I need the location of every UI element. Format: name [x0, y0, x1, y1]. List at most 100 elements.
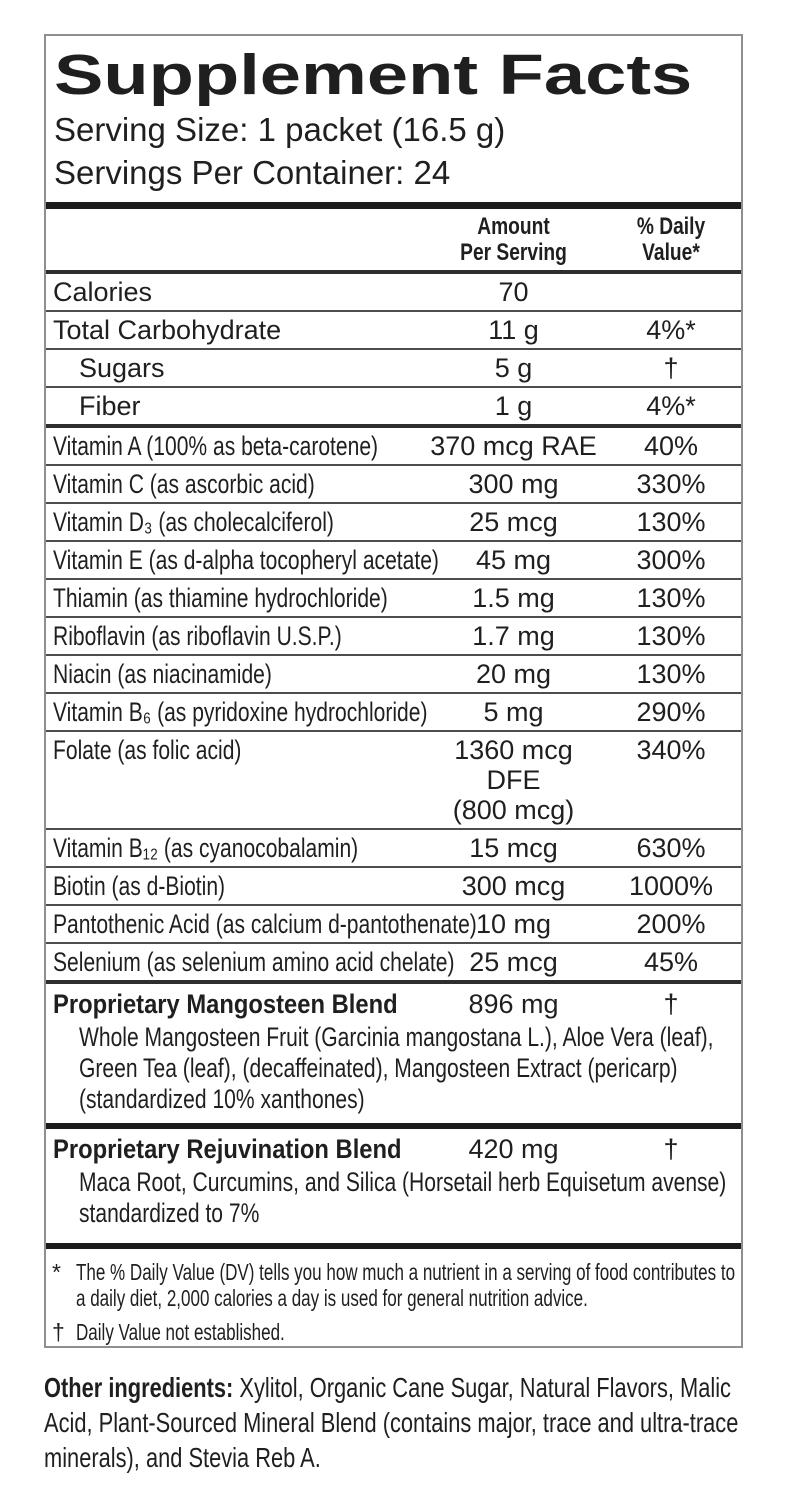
divider-between-blends [46, 1123, 741, 1129]
nutrient-daily-value: 4%* [646, 391, 696, 421]
nutrient-daily-value: 300% [636, 545, 706, 575]
divider-thick-top [46, 202, 741, 209]
table-row-folate: Folate (as folic acid) 1360 mcg DFE (800… [46, 732, 741, 830]
footnote-text: The % Daily Value (DV) tells you how muc… [76, 1259, 736, 1311]
nutrient-name: Calories [53, 277, 153, 307]
nutrient-amount: 370 mcg RAE [430, 431, 597, 461]
supplement-facts-panel: Supplement Facts Serving Size: 1 packet … [44, 34, 743, 1348]
nutrient-daily-value: 630% [636, 833, 706, 863]
table-row-vitamin-c: Vitamin C (as ascorbic acid) 300 mg 330% [46, 466, 741, 504]
table-row-vitamin-b6: Vitamin B₆ (as pyridoxine hydrochloride)… [46, 694, 741, 732]
nutrient-name: Fiber [79, 391, 141, 421]
nutrient-amount: 1360 mcg DFE (800 mcg) [426, 735, 601, 825]
other-ingredients-text: Other ingredients: Xylitol, Organic Cane… [44, 1370, 745, 1475]
blend-daily-value: † [663, 1134, 679, 1164]
dagger-marker: † [52, 1319, 65, 1345]
table-row-vitamin-a: Vitamin A (100% as beta-carotene) 370 mc… [46, 428, 741, 466]
nutrient-amount: 20 mg [475, 659, 552, 689]
table-row-vitamin-d3: Vitamin D₃ (as cholecalciferol) 25 mcg 1… [46, 504, 741, 542]
footnotes-section: * The % Daily Value (DV) tells you how m… [46, 1249, 741, 1345]
blend-row-rejuvination: Proprietary Rejuvination Blend 420 mg † [46, 1129, 741, 1167]
table-row-thiamin: Thiamin (as thiamine hydrochloride) 1.5 … [46, 580, 741, 618]
column-header-dv-line1: % Daily [636, 213, 706, 240]
nutrient-name: Pantothenic Acid (as calcium d-pantothen… [53, 909, 477, 939]
footnote-text: Daily Value not established. [76, 1319, 285, 1345]
nutrient-amount: 25 mcg [469, 507, 558, 537]
column-header-dv-line2: Value* [642, 239, 700, 266]
nutrient-daily-value: 45% [643, 947, 699, 977]
blend-name: Proprietary Mangosteen Blend [53, 989, 398, 1019]
nutrient-name: Biotin (as d-Biotin) [53, 871, 226, 901]
table-row-riboflavin: Riboflavin (as riboflavin U.S.P.) 1.7 mg… [46, 618, 741, 656]
nutrient-daily-value: 130% [636, 583, 706, 613]
column-header-amount-line2: Per Serving [460, 239, 567, 266]
table-row-calories: Calories 70 [46, 274, 741, 312]
nutrient-name: Total Carbohydrate [53, 315, 282, 345]
divider-under-headers [46, 270, 741, 274]
nutrient-name: Vitamin A (100% as beta-carotene) [53, 431, 379, 461]
blend-name: Proprietary Rejuvination Blend [53, 1134, 402, 1164]
nutrient-name: Selenium (as selenium amino acid chelate… [53, 947, 455, 977]
nutrient-name: Vitamin C (as ascorbic acid) [53, 469, 315, 499]
blend-daily-value: † [663, 989, 679, 1019]
nutrient-amount: 1.7 mg [472, 621, 555, 651]
blend-row-mangosteen: Proprietary Mangosteen Blend 896 mg † [46, 984, 741, 1022]
nutrient-daily-value: 290% [636, 697, 706, 727]
nutrient-name: Riboflavin (as riboflavin U.S.P.) [53, 621, 342, 651]
nutrient-amount-line2: (800 mcg) [452, 795, 575, 825]
table-row-pantothenic-acid: Pantothenic Acid (as calcium d-pantothen… [46, 906, 741, 944]
other-ingredients-section: Other ingredients: Xylitol, Organic Cane… [44, 1370, 746, 1475]
table-row-vitamin-e: Vitamin E (as d-alpha tocopheryl acetate… [46, 542, 741, 580]
nutrient-amount: 45 mg [475, 545, 552, 575]
serving-size-text: Serving Size: 1 packet (16.5 g) [54, 111, 506, 148]
blend-description-mangosteen: Whole Mangosteen Fruit (Garcinia mangost… [79, 1022, 714, 1114]
table-row-total-carbohydrate: Total Carbohydrate 11 g 4%* [46, 312, 741, 350]
footnote-daily-value: * The % Daily Value (DV) tells you how m… [52, 1259, 737, 1311]
nutrient-daily-value: 4%* [646, 315, 696, 345]
nutrient-daily-value: 200% [636, 909, 706, 939]
table-row-biotin: Biotin (as d-Biotin) 300 mcg 1000% [46, 868, 741, 906]
table-row-vitamin-b12: Vitamin B₁₂ (as cyanocobalamin) 15 mcg 6… [46, 830, 741, 868]
nutrient-name: Vitamin B₆ (as pyridoxine hydrochloride) [53, 697, 428, 727]
footnote-dagger: † Daily Value not established. [52, 1319, 737, 1345]
nutrient-name: Niacin (as niacinamide) [53, 659, 272, 689]
nutrient-name: Vitamin D₃ (as cholecalciferol) [53, 507, 334, 537]
nutrient-name: Vitamin B₁₂ (as cyanocobalamin) [53, 833, 359, 863]
table-row-sugars: Sugars 5 g † [46, 350, 741, 388]
nutrient-name: Thiamin (as thiamine hydrochloride) [53, 583, 388, 613]
nutrient-amount: 1.5 mg [472, 583, 555, 613]
nutrient-name: Sugars [79, 353, 165, 383]
nutrient-amount: 5 g [494, 353, 533, 383]
nutrient-amount: 300 mcg [461, 871, 566, 901]
nutrient-amount: 70 [498, 277, 529, 307]
nutrient-amount: 15 mcg [469, 833, 558, 863]
nutrient-daily-value: 130% [636, 621, 706, 651]
blend-description-rejuvination: Maca Root, Curcumins, and Silica (Horset… [79, 1167, 727, 1228]
divider-above-footnotes [46, 1243, 741, 1249]
nutrient-amount: 1 g [494, 391, 533, 421]
blend-amount: 420 mg [468, 1134, 559, 1164]
nutrient-amount: 11 g [488, 315, 539, 345]
servings-per-container-text: Servings Per Container: 24 [54, 154, 451, 191]
panel-title: Supplement Facts [54, 43, 693, 107]
nutrient-amount: 5 mg [483, 697, 544, 727]
nutrient-daily-value: 40% [643, 431, 699, 461]
nutrient-daily-value: 1000% [628, 871, 714, 901]
nutrient-name: Folate (as folic acid) [53, 735, 242, 765]
nutrient-amount-line1: 1360 mcg DFE [454, 735, 573, 795]
nutrient-daily-value: 130% [636, 659, 706, 689]
nutrient-daily-value: 340% [636, 735, 706, 765]
nutrient-amount: 10 mg [475, 909, 552, 939]
table-row-selenium: Selenium (as selenium amino acid chelate… [46, 944, 741, 984]
table-row-fiber: Fiber 1 g 4%* [46, 388, 741, 428]
other-ingredients-list: Xylitol, Organic Cane Sugar, Natural Fla… [44, 1372, 739, 1473]
blend-amount: 896 mg [468, 989, 559, 1019]
asterisk-marker: * [52, 1259, 61, 1285]
nutrient-amount: 25 mcg [469, 947, 558, 977]
other-ingredients-label: Other ingredients: [44, 1372, 234, 1403]
nutrient-daily-value: 330% [636, 469, 706, 499]
table-row-niacin: Niacin (as niacinamide) 20 mg 130% [46, 656, 741, 694]
nutrient-daily-value: † [663, 353, 679, 383]
column-header-amount-line1: Amount [477, 213, 550, 240]
nutrient-name: Vitamin E (as d-alpha tocopheryl acetate… [53, 545, 439, 575]
